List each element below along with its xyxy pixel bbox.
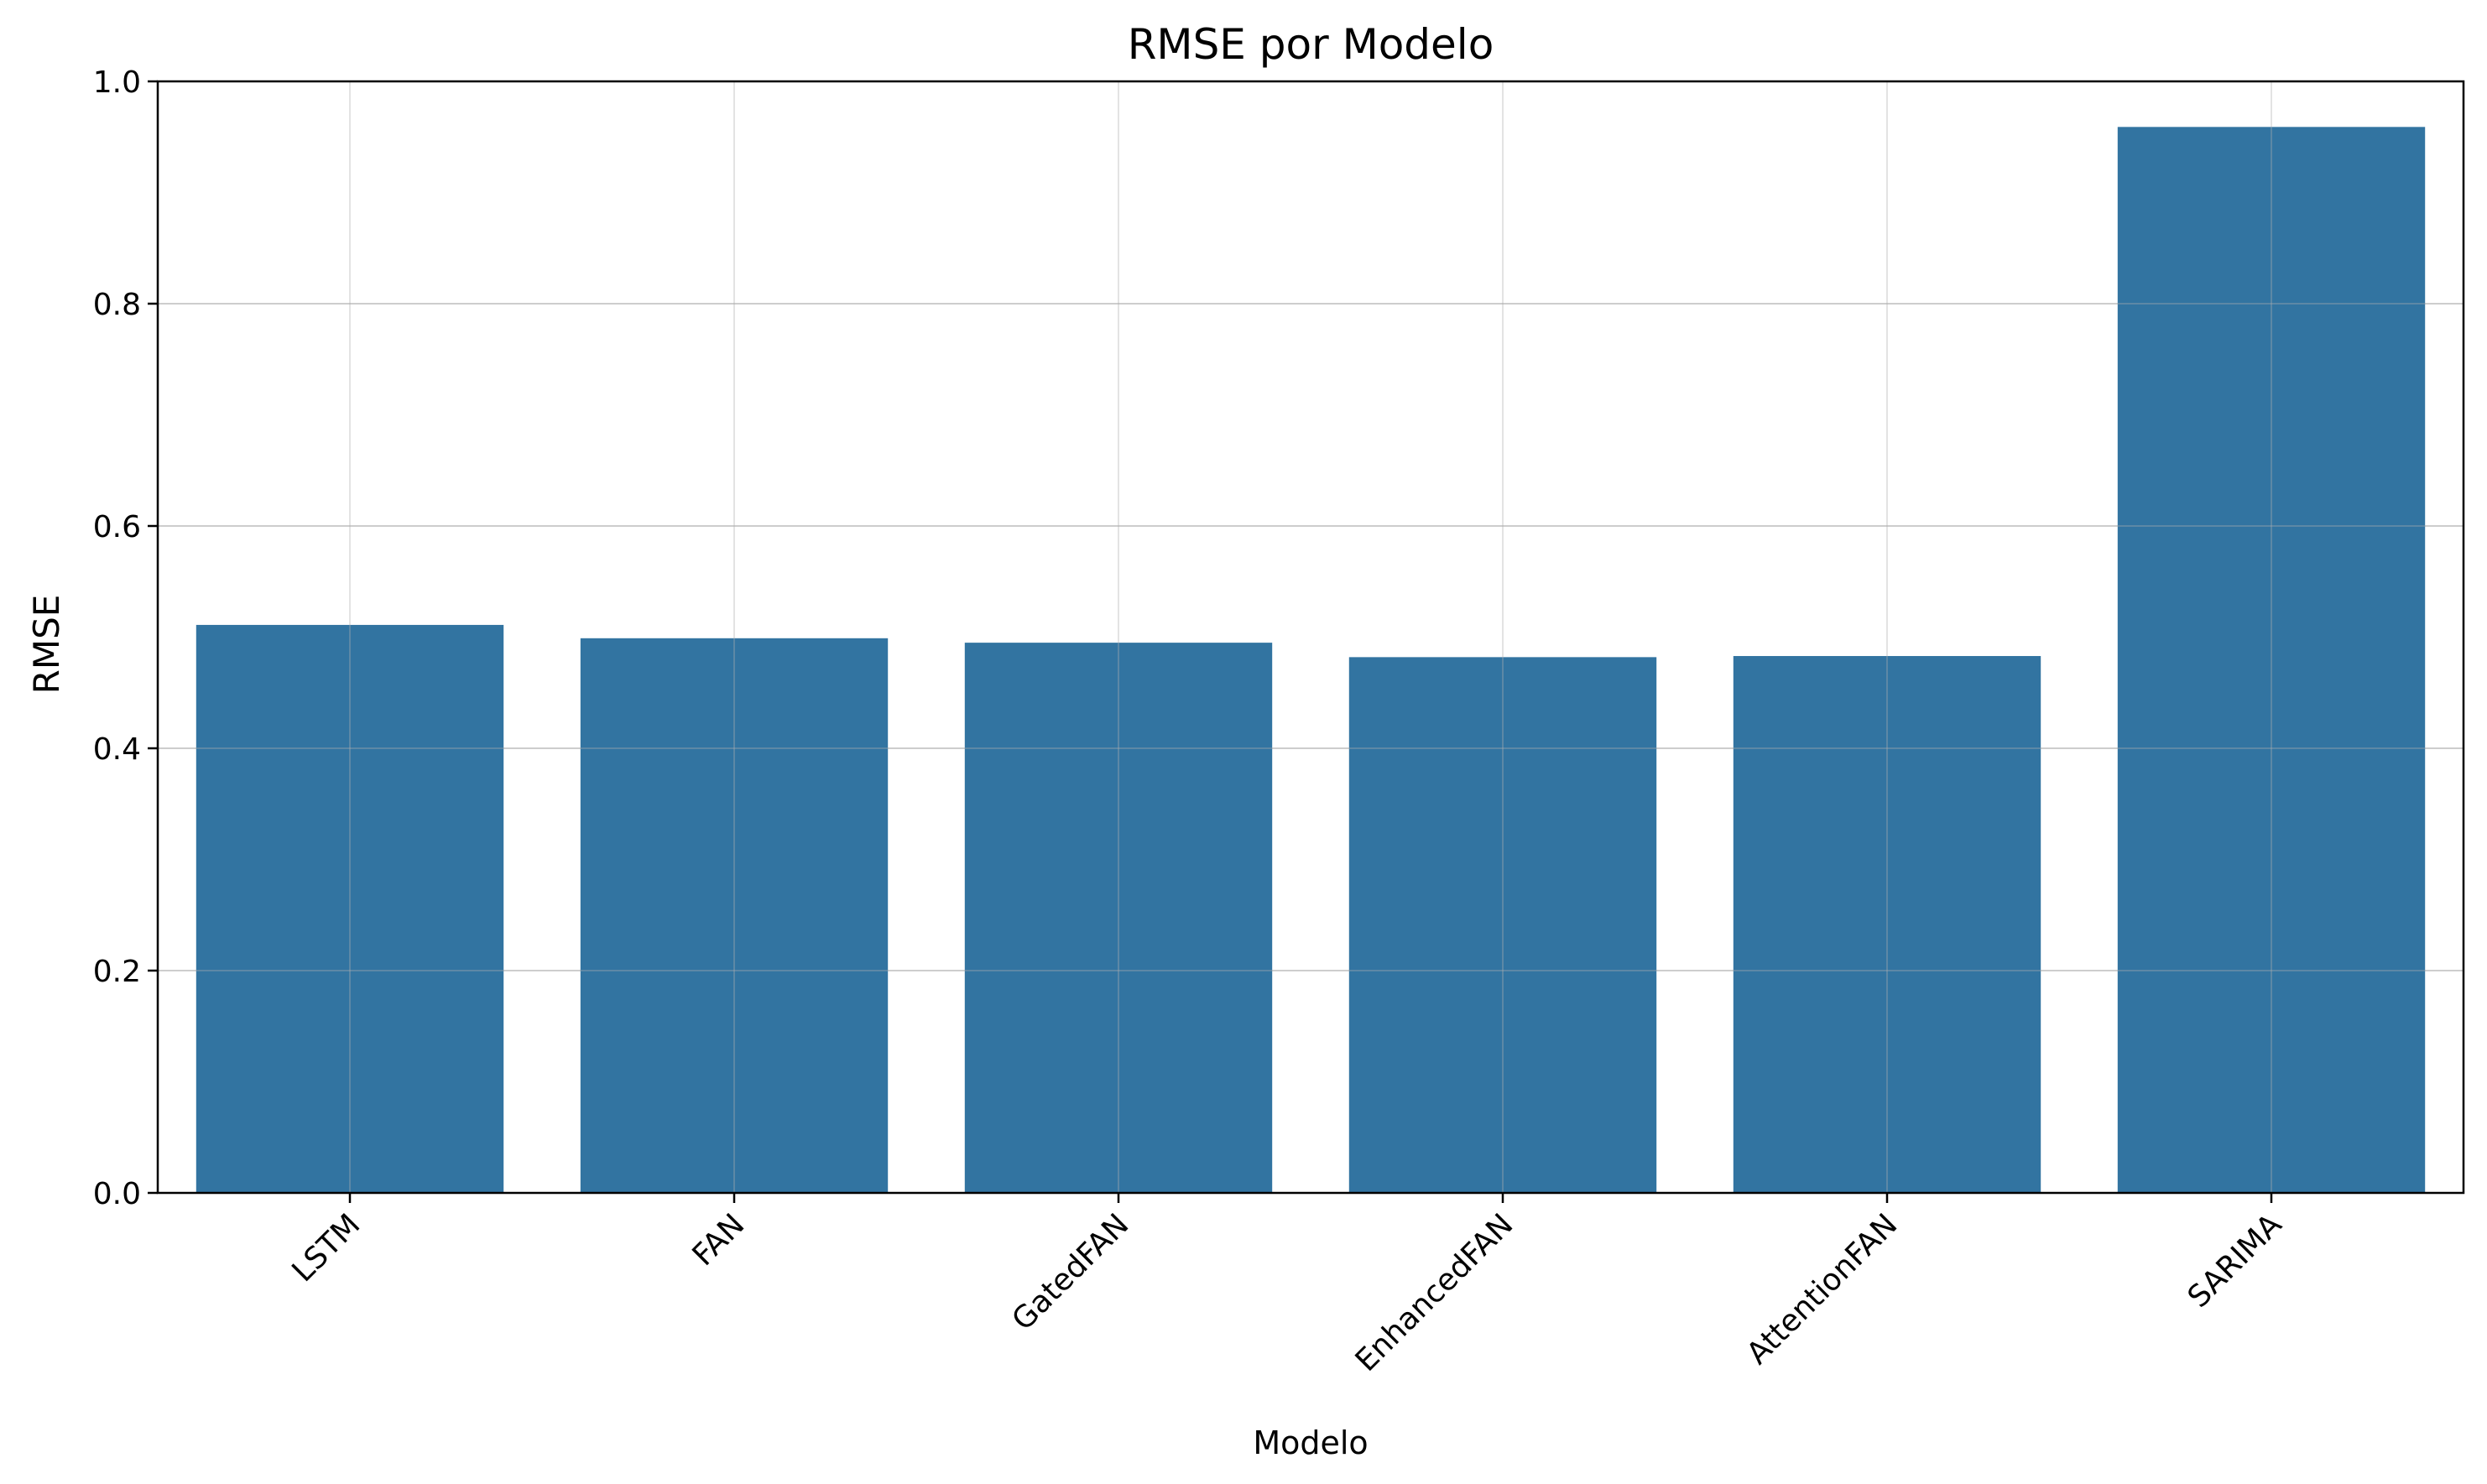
y-axis-label: RMSE [26, 595, 67, 695]
bar-gatedfan [964, 643, 1273, 1193]
y-tick-label: 0.4 [93, 732, 141, 767]
plot-frame [156, 80, 2465, 1195]
chart-title: RMSE por Modelo [1128, 20, 1494, 69]
y-tick-label: 1.0 [93, 65, 141, 100]
bar-lstm [196, 624, 504, 1193]
y-tick-label: 0.2 [93, 955, 141, 989]
bar-sarima [2117, 127, 2426, 1194]
bars [196, 127, 2426, 1194]
x-axis-label: Modelo [1253, 1424, 1368, 1461]
bar-fan [580, 638, 889, 1193]
bar-enhancedfan [1348, 657, 1657, 1193]
y-tick-label: 0.8 [93, 288, 141, 322]
y-axis-ticks: 0.0 0.2 0.4 0.6 0.8 1.0 [93, 65, 158, 1211]
y-tick-label: 0.6 [93, 510, 141, 544]
bar-attentionfan [1733, 656, 2041, 1193]
y-tick-label: 0.0 [93, 1177, 141, 1211]
